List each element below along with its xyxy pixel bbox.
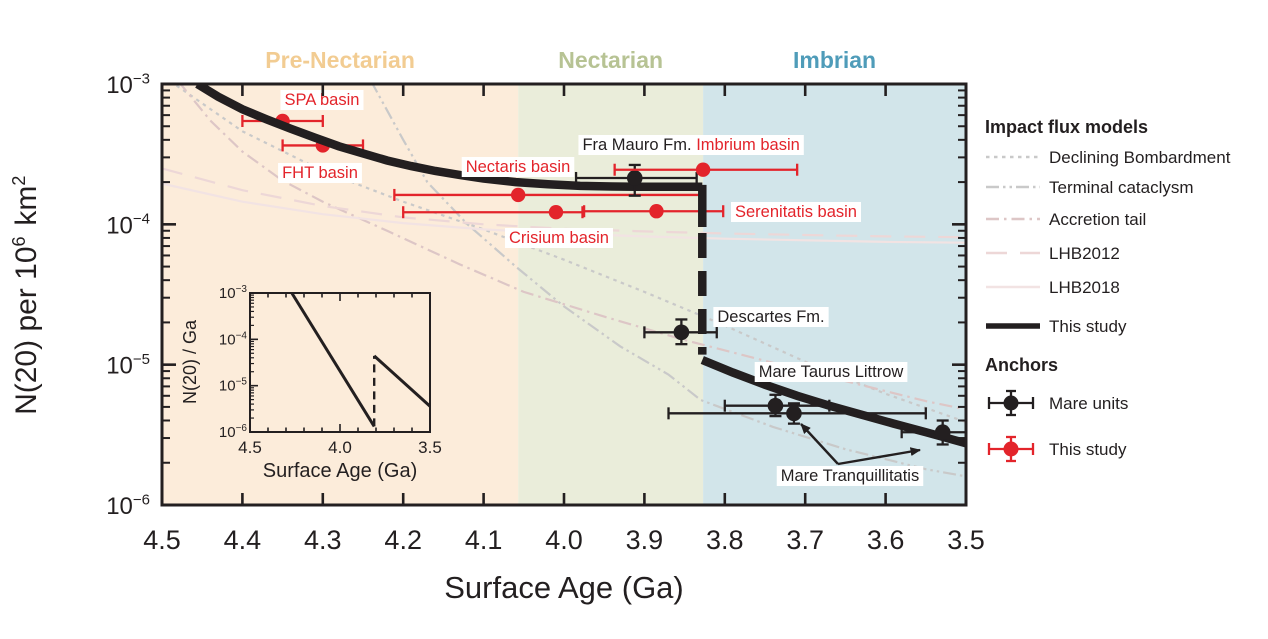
- annotation-spa-basin: SPA basin: [280, 90, 364, 110]
- legend-label-declining-bombardment: Declining Bombardment: [1049, 148, 1231, 167]
- annotation-label-text: Crisium basin: [509, 229, 609, 247]
- y-tick-label: 10−6: [106, 491, 150, 520]
- annotation-label-box: [776, 466, 924, 486]
- this-study-curve-group: [195, 85, 965, 448]
- inset-y-tick-label: 10−6: [219, 423, 248, 441]
- tranquillitatis-arrow: [837, 447, 921, 466]
- inset-y-tick-label: 10−3: [219, 284, 248, 302]
- x-tick-label: 4.4: [224, 525, 262, 555]
- annotation-label-box: [692, 135, 804, 155]
- anchor-point-imbrium-basin: [695, 162, 711, 177]
- legend-anchor-point: [1003, 395, 1019, 411]
- inset-curve-segment1: [290, 292, 376, 428]
- annotation-fra-mauro-fm-: Fra Mauro Fm.: [578, 135, 696, 155]
- inset-y-tick-label: 10−4: [219, 330, 248, 348]
- annotation-label-box: [754, 362, 908, 382]
- x-tick-label: 4.3: [304, 525, 342, 555]
- legend-anchor-point: [1003, 441, 1019, 457]
- anchor-point-mare-tranquillitatis: [786, 405, 802, 422]
- anchor-imbrium-top: [613, 162, 799, 177]
- tranquillitatis-arrow: [800, 423, 839, 465]
- flux-model-curve-terminal-cataclysm: [372, 85, 965, 478]
- anchor-point-crisium-basin: [548, 205, 564, 220]
- flux-model-curve-lhb2012: [163, 167, 965, 239]
- annotation-label-box: [731, 202, 861, 222]
- x-tick-label: 3.6: [867, 525, 905, 555]
- annotation-label-box: [578, 135, 696, 155]
- anchor-point-descartes-fm-: [673, 324, 690, 341]
- anchor-point-fra-mauro-fm-: [626, 170, 643, 186]
- flux-model-curve-accretion-tail: [180, 85, 965, 411]
- legend-label-anchor-0: Mare units: [1049, 394, 1128, 413]
- inset-x-tick-label: 3.5: [418, 438, 442, 457]
- annotation-label-box: [278, 163, 362, 183]
- inset-y-tick-label: 10−5: [219, 377, 248, 395]
- epoch-label-imbrian: Imbrian: [793, 47, 876, 73]
- annotation-label-box: [713, 307, 829, 327]
- annotation-label-text: Mare Tranquillitatis: [781, 467, 919, 485]
- x-tick-label: 4.5: [143, 525, 181, 555]
- annotation-label-text: SPA basin: [285, 91, 360, 109]
- anchors-mare-units: [574, 163, 965, 446]
- x-tick-label: 3.8: [706, 525, 744, 555]
- epoch-label-nectarian: Nectarian: [558, 47, 663, 73]
- annotation-labels: SPA basin FHT basin Nectaris basin Crisium …: [278, 90, 924, 486]
- annotation-label-text: Serenitatis basin: [735, 203, 857, 221]
- inset-x-tick-label: 4.5: [238, 438, 262, 457]
- y-tick-label: 10−5: [106, 351, 150, 380]
- legend-label-accretion-tail: Accretion tail: [1049, 210, 1146, 229]
- annotation-label-text: Descartes Fm.: [717, 308, 824, 326]
- anchor-point-mare-tranquillitatis: [934, 424, 951, 441]
- x-tick-label: 3.9: [626, 525, 664, 555]
- anchor-point-serenitatis-basin: [649, 204, 664, 219]
- legend-label-anchor-1: This study: [1049, 440, 1127, 459]
- annotation-label-text: FHT basin: [282, 164, 358, 182]
- annotation-mare-tranquillitatis: Mare Tranquillitatis: [776, 466, 924, 486]
- x-tick-label: 4.0: [545, 525, 583, 555]
- legend-header-impact-flux-models: Impact flux models: [985, 117, 1148, 137]
- legend-label-terminal-cataclysm: Terminal cataclysm: [1049, 178, 1194, 197]
- annotation-label-box: [280, 90, 364, 110]
- this-study-upper-curve: [195, 85, 703, 192]
- y-tick-label: 10−3: [106, 70, 150, 99]
- annotation-mare-taurus-littrow: Mare Taurus Littrow: [754, 362, 908, 382]
- annotation-label-text: Imbrium basin: [696, 136, 800, 154]
- x-tick-label: 4.1: [465, 525, 503, 555]
- legend-label-lhb2012: LHB2012: [1049, 244, 1120, 263]
- x-axis-title: Surface Age (Ga): [444, 570, 684, 605]
- anchor-point-mare-taurus-littrow: [767, 397, 784, 414]
- annotation-label-text: Mare Taurus Littrow: [759, 363, 904, 381]
- annotation-nectaris-basin: Nectaris basin: [461, 157, 575, 177]
- legend-label-lhb2018: LHB2018: [1049, 278, 1120, 297]
- annotation-label-text: Fra Mauro Fm.: [582, 136, 691, 154]
- annotation-fht-basin: FHT basin: [278, 163, 362, 183]
- inset-x-tick-label: 4.0: [328, 438, 352, 457]
- flux-model-curve-declining-bombardment: [174, 85, 965, 423]
- epoch-label-pre-nectarian: Pre-Nectarian: [265, 47, 415, 73]
- annotation-crisium-basin: Crisium basin: [505, 228, 613, 248]
- inset-y-axis-title: N(20) / Ga: [180, 319, 200, 404]
- x-tick-label: 3.7: [786, 525, 824, 555]
- legend-header-anchors: Anchors: [985, 355, 1058, 375]
- annotation-serenitatis-basin: Serenitatis basin: [731, 202, 861, 222]
- y-axis-title: N(20) per 106 km2: [9, 173, 43, 415]
- annotation-descartes-fm-: Descartes Fm.: [713, 307, 829, 327]
- axes: 4.5 4.4 4.3 4.2 4.1 4.0 3.9 3.8 3.7 3.6 3.5 10−3 10−…: [9, 70, 985, 605]
- legend-label-this-study: This study: [1049, 317, 1127, 336]
- annotation-label-box: [505, 228, 613, 248]
- annotation-label-box: [461, 157, 575, 177]
- y-tick-label: 10−4: [106, 211, 150, 240]
- annotation-label-text: Nectaris basin: [466, 158, 571, 176]
- x-tick-label: 3.5: [947, 525, 985, 555]
- anchor-point-nectaris-basin: [510, 187, 526, 203]
- inset-curve-segment2: [373, 354, 432, 408]
- x-tick-label: 4.2: [384, 525, 422, 555]
- inset-x-axis-title: Surface Age (Ga): [263, 460, 418, 482]
- legend: Impact flux models Declining Bombardment T…: [985, 117, 1231, 463]
- inset-plot: 4.5 4.0 3.5 10−3 10−4 10−5 10−6 N(20) / Ga Surfa…: [180, 284, 442, 482]
- annotation-imbrium-basin: Imbrium basin: [692, 135, 804, 155]
- anchors-this-study-under: [241, 113, 725, 220]
